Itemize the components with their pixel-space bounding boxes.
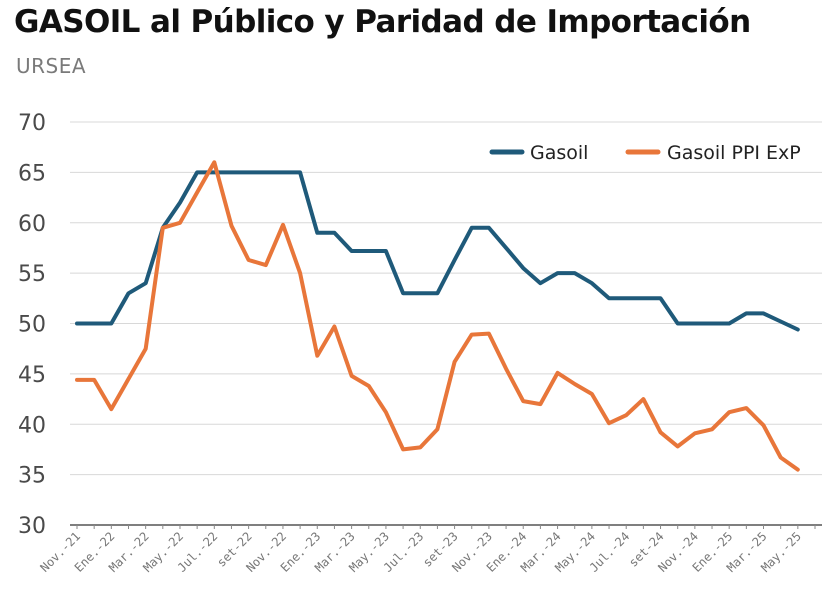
y-tick-label: 65 <box>18 161 46 186</box>
y-tick-label: 70 <box>18 111 46 136</box>
x-axis-ticks: Nov.-21Ene.-22Mar.-22May.-22Jul.-22set-2… <box>37 529 804 575</box>
y-axis-ticks: 30 35 40 45 50 55 60 65 70 <box>18 111 46 539</box>
legend: Gasoil Gasoil PPI ExP <box>489 142 801 164</box>
y-tick-label: 40 <box>18 413 46 438</box>
y-tick-label: 35 <box>18 464 46 489</box>
chart-subtitle: URSEA <box>16 54 87 78</box>
chart-title: GASOIL al Público y Paridad de Importaci… <box>14 4 751 40</box>
y-tick-label: 55 <box>18 262 46 287</box>
y-tick-label: 30 <box>18 514 46 539</box>
series-line-gasoil-ppi-exp <box>75 160 800 472</box>
y-tick-label: 60 <box>18 212 46 237</box>
y-tick-label: 50 <box>18 313 46 338</box>
legend-label: Gasoil <box>530 142 588 164</box>
legend-label: Gasoil PPI ExP <box>667 142 801 164</box>
y-tick-label: 45 <box>18 363 46 388</box>
series-line-gasoil <box>75 170 800 332</box>
series-lines <box>75 160 800 472</box>
